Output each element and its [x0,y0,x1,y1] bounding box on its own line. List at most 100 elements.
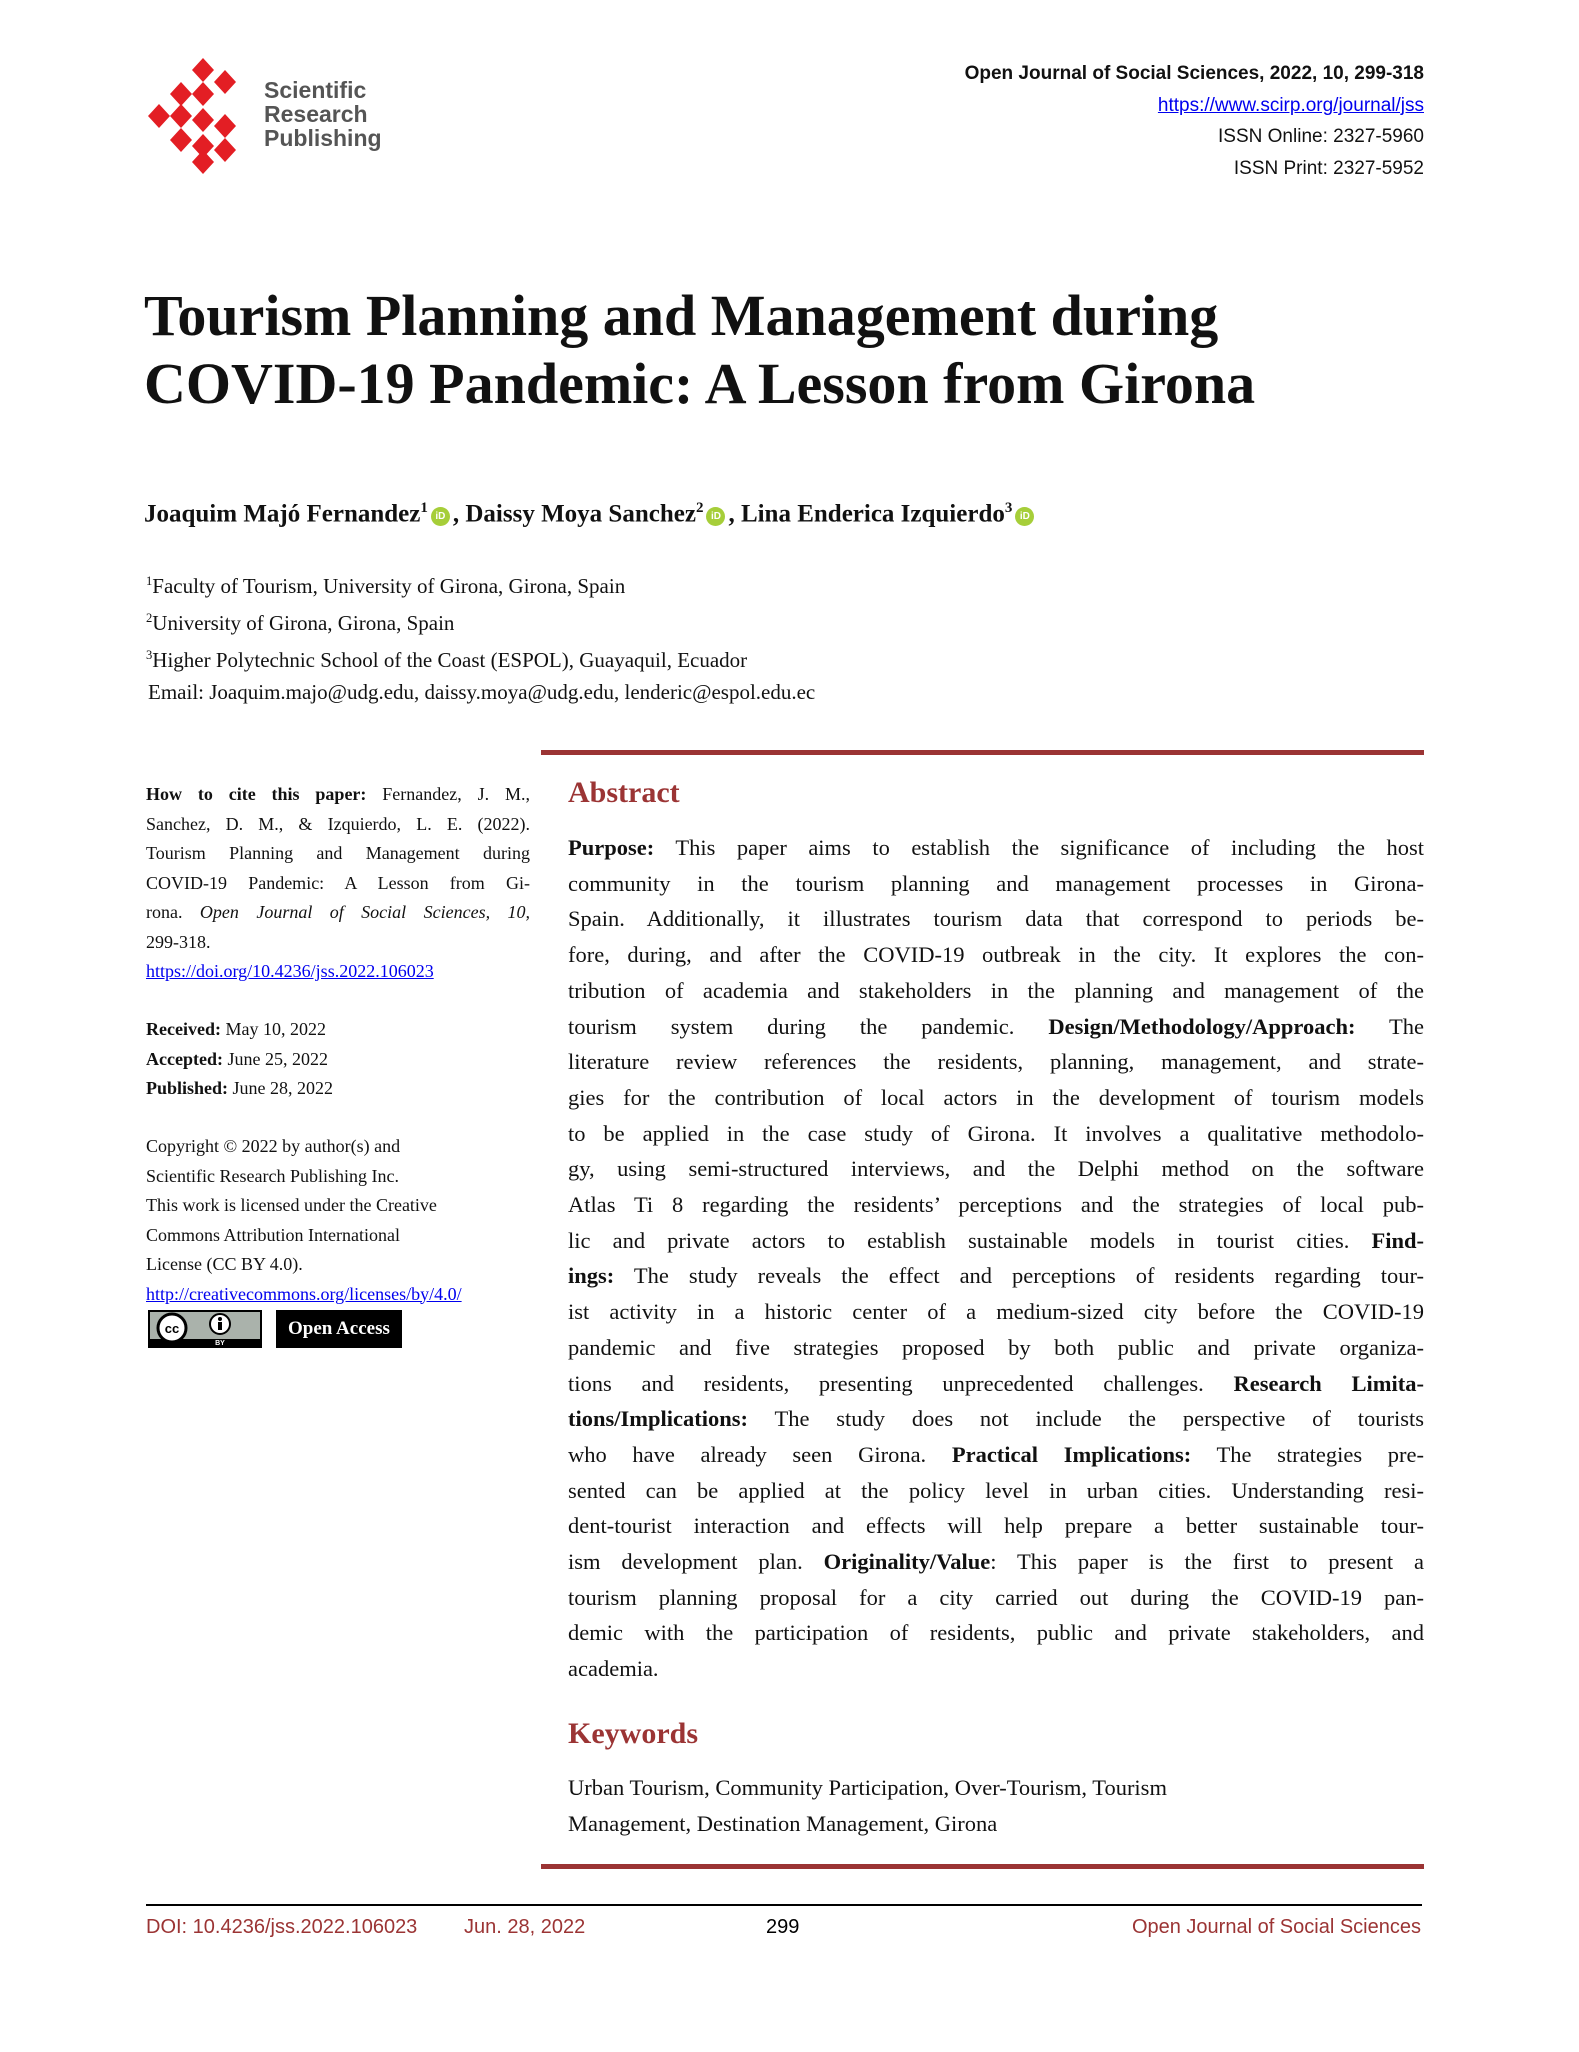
accepted-date: June 25, 2022 [227,1048,328,1069]
author-separator: , [728,500,741,528]
abstract-text: The [1355,1013,1424,1039]
author-sup: 3 [1004,500,1013,516]
abstract-line: lic and private actors to establish sust… [568,1223,1424,1259]
page-number: 299 [766,1916,800,1938]
title-line: COVID-19 Pandemic: A Lesson from Girona [144,351,1256,416]
abstract-text: dent-tourist interaction and effects wil… [568,1513,1424,1539]
abstract-text: The study reveals the effect and percept… [614,1263,1424,1289]
top-divider [541,750,1424,755]
abstract-heading: Abstract [568,776,680,809]
logo-line: Scientific [264,77,367,103]
abstract-text: community in the tourism planning and ma… [568,870,1424,896]
affil-text: Higher Polytechnic School of the Coast (… [152,648,748,672]
cite-line: Tourism Planning and Management during [146,843,530,863]
abstract-line: sented can be applied at the policy leve… [568,1473,1424,1509]
abstract-line: fore, during, and after the COVID-19 out… [568,937,1424,973]
abstract-section-label: Practical Implications: [951,1441,1192,1467]
abstract-section-label: ings: [568,1263,615,1289]
abstract-line: tourism planning proposal for a city car… [568,1580,1424,1616]
open-access-badge: Open Access [276,1310,402,1348]
journal-header: Open Journal of Social Sciences, 2022, 1… [965,58,1424,184]
citation-block: How to cite this paper: Fernandez, J. M.… [146,780,530,987]
keywords-heading: Keywords [568,1717,698,1750]
keywords-body: Urban Tourism, Community Participation, … [568,1770,1167,1842]
abstract-line: gy, using semi-structured interviews, an… [568,1151,1424,1187]
license-link[interactable]: http://creativecommons.org/licenses/by/4… [146,1283,462,1304]
doi-link[interactable]: https://doi.org/10.4236/jss.2022.106023 [146,961,434,981]
abstract-section-label: Originality/Value [823,1549,991,1575]
abstract-section-label: Find- [1371,1227,1424,1253]
abstract-text: fore, during, and after the COVID-19 out… [568,942,1424,968]
logo-line: Research [264,101,368,127]
footer-date: Jun. 28, 2022 [464,1916,586,1938]
affiliation: 2University of Girona, Girona, Spain [146,602,815,639]
abstract-text: The study does not include the perspecti… [748,1406,1424,1432]
accepted-line: Accepted: June 25, 2022 [146,1045,530,1075]
orcid-icon[interactable]: iD [1015,507,1035,527]
abstract-text: pandemic and five strategies proposed by… [568,1334,1424,1360]
abstract-text: gy, using semi-structured interviews, an… [568,1156,1424,1182]
author-name: Daissy Moya Sanchez [465,500,696,528]
logo-text: Scientific Research Publishing [264,78,382,150]
affil-text: University of Girona, Girona, Spain [152,611,455,635]
abstract-line: literature review references the residen… [568,1044,1424,1080]
affil-text: Faculty of Tourism, University of Girona… [152,574,626,598]
cc-by-badge[interactable]: cc BY [148,1310,262,1348]
cite-line: How to cite this paper: Fernandez, J. M.… [146,780,530,810]
cite-line: Sanchez, D. M., & Izquierdo, L. E. (2022… [146,813,530,834]
abstract-line: dent-tourist interaction and effects wil… [568,1508,1424,1544]
received-label: Received: [146,1019,221,1039]
abstract-text: academia. [568,1656,659,1682]
received-line: Received: May 10, 2022 [146,1015,530,1045]
abstract-text: This paper aims to establish the signifi… [654,835,1424,860]
abstract-text: who have already seen Girona. [568,1441,952,1467]
abstract-line: Purpose: This paper aims to establish th… [568,830,1424,866]
publisher-logo: Scientific Research Publishing [148,58,408,174]
abstract-text: gies for the contribution of local actor… [568,1084,1424,1110]
affil-sup: 1 [146,574,153,588]
abstract-text: lic and private actors to establish sust… [568,1227,1372,1253]
abstract-text: The strategies pre- [1191,1441,1424,1467]
issn-print: ISSN Print: 2327-5952 [1233,157,1424,179]
author-sup: 1 [420,500,428,516]
journal-citation: Open Journal of Social Sciences, 2022, 1… [964,63,1424,84]
affiliation: 3Higher Polytechnic School of the Coast … [146,639,815,676]
received-date: May 10, 2022 [225,1019,326,1039]
cc-icon: cc BY [150,1312,260,1346]
author-list: Joaquim Majó Fernandez1iD, Daissy Moya S… [144,500,1037,528]
abstract-text: demic with the participation of resident… [568,1620,1424,1646]
abstract-line: academia. [568,1651,1424,1687]
title-line: Tourism Planning and Management during [144,283,1219,348]
orcid-icon[interactable]: iD [706,507,726,527]
abstract-text: tourism system during the pandemic. [568,1013,1049,1039]
abstract-text: sented can be applied at the policy leve… [568,1477,1424,1503]
abstract-line: ism development plan. Originality/Value:… [568,1544,1424,1580]
footer-journal: Open Journal of Social Sciences [1131,1916,1421,1938]
paper-title: Tourism Planning and Management during C… [144,282,1444,418]
copyright-line: Commons Attribution International [146,1224,400,1245]
journal-url-link[interactable]: https://www.scirp.org/journal/jss [1157,94,1424,116]
abstract-text: : This paper is the first to present a [990,1549,1425,1575]
orcid-icon[interactable]: iD [430,507,450,527]
svg-text:cc: cc [165,1321,179,1336]
abstract-text: tions and residents, presenting unpreced… [568,1370,1234,1396]
author-name: Lina Enderica Izquierdo [740,500,1005,528]
abstract-section-label: Design/Methodology/Approach: [1048,1013,1356,1039]
abstract-line: gies for the contribution of local actor… [568,1080,1424,1116]
abstract-text: Spain. Additionally, it illustrates tour… [568,906,1424,932]
cite-text: Fernandez, J. M., [382,784,530,804]
copyright-line: This work is licensed under the Creative [146,1195,437,1215]
abstract-text: Atlas Ti 8 regarding the residents’ perc… [568,1192,1424,1218]
copyright-block: Copyright © 2022 by author(s) and Scient… [146,1132,530,1309]
license-badges: cc BY Open Access [148,1310,402,1348]
abstract-text: tourism planning proposal for a city car… [568,1584,1424,1610]
email-line: Email: Joaquim.majo@udg.edu, daissy.moya… [148,680,816,704]
published-label: Published: [146,1078,229,1098]
abstract-line: tions and residents, presenting unpreced… [568,1366,1424,1402]
abstract-line: demic with the participation of resident… [568,1615,1424,1651]
logo-diamonds-icon [148,58,236,174]
abstract-line: tourism system during the pandemic. Desi… [568,1009,1424,1045]
cite-label: How to cite this paper: [146,784,367,804]
affil-sup: 3 [146,648,153,662]
published-line: Published: June 28, 2022 [146,1074,530,1104]
